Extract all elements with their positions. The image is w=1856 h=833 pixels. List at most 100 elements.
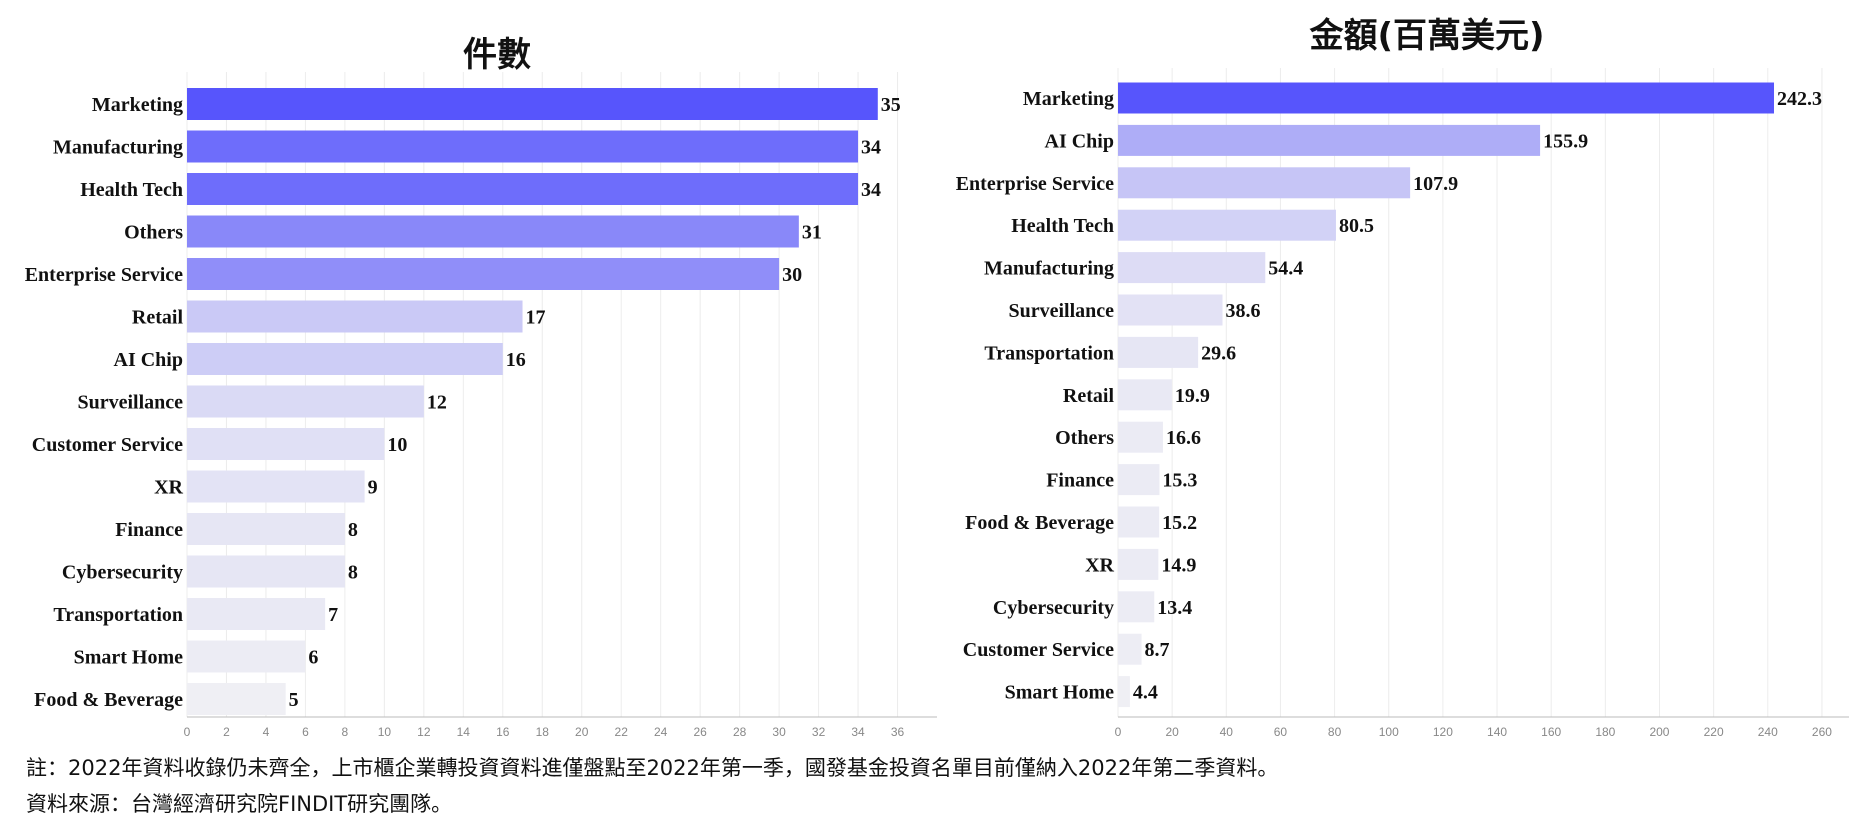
count-bar — [187, 130, 859, 163]
count-tick-label: 24 — [654, 725, 668, 739]
count-bar — [187, 258, 780, 290]
count-bar — [187, 428, 385, 460]
amount-value-label: 29.6 — [1201, 342, 1236, 364]
amount-category-label: Surveillance — [1008, 300, 1114, 322]
chart-count-svg: 件數0 2 4 6 8 10 12 14 16 18 20 22 24 26 28 30 32 34 36Marke… — [25, 35, 937, 739]
count-value-label: 5 — [289, 689, 299, 711]
count-bar — [187, 215, 799, 248]
amount-tick-label: 20 — [1165, 725, 1179, 739]
amount-category-label: Enterprise Service — [956, 173, 1114, 195]
count-tick-label: 32 — [812, 725, 826, 739]
count-tick-label: 36 — [891, 725, 905, 739]
count-tick-label: 28 — [733, 725, 747, 739]
count-bar — [187, 88, 878, 120]
amount-tick-label: 140 — [1487, 725, 1507, 739]
footnote-source: 資料來源：台灣經濟研究院FINDIT研究團隊。 — [26, 792, 453, 816]
amount-bar — [1118, 676, 1130, 708]
count-value-label: 17 — [526, 307, 546, 329]
count-value-label: 8 — [348, 519, 358, 541]
count-bar — [187, 173, 859, 205]
count-category-label: Transportation — [53, 604, 183, 626]
amount-category-label: Retail — [1063, 385, 1115, 407]
count-tick-label: 16 — [496, 725, 510, 739]
amount-value-label: 14.9 — [1161, 554, 1196, 576]
count-category-label: Retail — [132, 307, 184, 329]
amount-category-label: XR — [1085, 554, 1114, 576]
amount-tick-label: 180 — [1595, 725, 1615, 739]
count-title: 件數 — [463, 35, 531, 75]
amount-bar — [1118, 209, 1336, 241]
count-tick-label: 0 — [184, 725, 191, 739]
amount-tick-label: 0 — [1115, 725, 1122, 739]
count-bar — [187, 640, 306, 673]
amount-tick-label: 220 — [1704, 725, 1724, 739]
amount-tick-label: 240 — [1758, 725, 1778, 739]
amount-tick-label: 80 — [1328, 725, 1342, 739]
amount-value-label: 242.3 — [1777, 88, 1822, 110]
chart-amount-svg: 金額(百萬美元) 0 20 40 60 80 100 120 140 160 180 200 220 24… — [956, 16, 1849, 739]
amount-tick-label: 120 — [1433, 725, 1453, 739]
amount-category-label: AI Chip — [1045, 130, 1114, 152]
amount-bar — [1118, 633, 1142, 665]
count-bar — [187, 555, 345, 588]
count-category-label: Smart Home — [74, 647, 184, 669]
count-tick-label: 20 — [575, 725, 589, 739]
amount-value-label: 15.3 — [1162, 470, 1197, 492]
count-value-label: 7 — [328, 604, 338, 626]
amount-category-label: Manufacturing — [984, 258, 1114, 280]
count-tick-label: 22 — [615, 725, 629, 739]
amount-bar — [1118, 591, 1155, 623]
count-category-label: Marketing — [92, 94, 183, 116]
count-category-label: AI Chip — [114, 349, 183, 371]
count-category-label: Surveillance — [77, 392, 183, 414]
count-bar — [187, 598, 326, 630]
count-tick-label: 34 — [851, 725, 865, 739]
amount-value-label: 13.4 — [1157, 597, 1192, 619]
count-value-label: 35 — [881, 94, 901, 116]
amount-value-label: 80.5 — [1339, 215, 1374, 237]
amount-bar — [1118, 124, 1541, 156]
amount-title: 金額(百萬美元) — [1308, 16, 1544, 56]
count-tick-label: 18 — [536, 725, 550, 739]
count-value-label: 8 — [348, 562, 358, 584]
count-tick-label: 4 — [263, 725, 270, 739]
chart-count: 件數 0 2 4 6 8 10 12 14 16 18 20 22 24 26 28 30 32 34 36 Marke… — [0, 0, 940, 740]
count-value-label: 31 — [802, 222, 822, 244]
amount-bar — [1118, 421, 1163, 453]
amount-category-label: Transportation — [984, 342, 1114, 364]
amount-value-label: 15.2 — [1162, 512, 1197, 534]
count-category-label: Others — [124, 222, 183, 244]
amount-category-label: Customer Service — [963, 639, 1114, 661]
amount-tick-label: 160 — [1541, 725, 1561, 739]
amount-category-label: Smart Home — [1005, 682, 1115, 704]
count-bar — [187, 470, 365, 503]
count-category-label: Cybersecurity — [62, 562, 183, 584]
amount-tick-label: 100 — [1379, 725, 1399, 739]
amount-value-label: 107.9 — [1413, 173, 1458, 195]
amount-value-label: 16.6 — [1166, 427, 1201, 449]
amount-tick-label: 200 — [1649, 725, 1669, 739]
count-category-label: Food & Beverage — [34, 689, 183, 711]
count-value-label: 16 — [506, 349, 526, 371]
amount-category-label: Finance — [1046, 470, 1114, 492]
count-value-label: 6 — [308, 647, 318, 669]
count-tick-label: 8 — [342, 725, 349, 739]
amount-category-label: Food & Beverage — [965, 512, 1114, 534]
amount-bar — [1118, 464, 1160, 496]
amount-value-label: 38.6 — [1226, 300, 1261, 322]
count-bar — [187, 513, 345, 545]
count-tick-label: 30 — [772, 725, 786, 739]
amount-value-label: 8.7 — [1145, 639, 1170, 661]
count-tick-label: 2 — [223, 725, 230, 739]
count-value-label: 30 — [782, 264, 802, 286]
count-tick-label: 26 — [693, 725, 707, 739]
count-category-label: Enterprise Service — [25, 264, 183, 286]
count-tick-label: 14 — [457, 725, 471, 739]
footnote-note: 註：2022年資料收錄仍未齊全，上市櫃企業轉投資資料進僅盤點至2022年第一季，… — [26, 756, 1279, 780]
count-value-label: 12 — [427, 392, 447, 414]
amount-category-label: Health Tech — [1011, 215, 1114, 237]
amount-bar — [1118, 506, 1160, 538]
count-bar — [187, 385, 424, 418]
amount-value-label: 155.9 — [1543, 130, 1588, 152]
amount-tick-label: 40 — [1220, 725, 1234, 739]
